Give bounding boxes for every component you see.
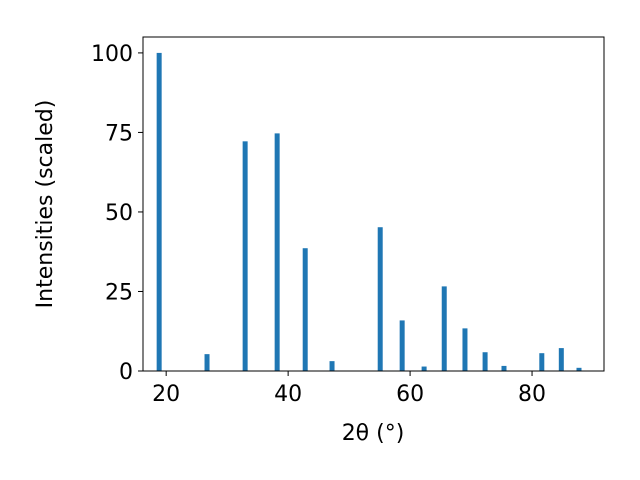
y-tick-label: 100 bbox=[91, 42, 133, 67]
bar bbox=[377, 227, 383, 371]
bar bbox=[399, 320, 405, 371]
y-tick-label: 50 bbox=[105, 201, 133, 226]
x-tick-label: 20 bbox=[152, 382, 180, 407]
y-tick-label: 75 bbox=[105, 121, 133, 146]
bar bbox=[576, 367, 582, 371]
bar bbox=[156, 52, 162, 372]
x-tick-label: 80 bbox=[518, 382, 546, 407]
bar bbox=[329, 361, 335, 371]
y-tick-label: 0 bbox=[119, 360, 133, 385]
bar bbox=[242, 141, 248, 371]
bar bbox=[302, 248, 308, 371]
bar bbox=[558, 348, 564, 371]
bar bbox=[421, 366, 427, 371]
bar bbox=[462, 328, 468, 371]
plot-frame bbox=[142, 36, 605, 372]
bar bbox=[501, 365, 507, 371]
x-tick-label: 60 bbox=[396, 382, 424, 407]
y-axis-label: Intensities (scaled) bbox=[33, 100, 58, 309]
bar bbox=[482, 352, 488, 371]
bar bbox=[539, 353, 545, 371]
x-tick-label: 40 bbox=[274, 382, 302, 407]
bar bbox=[441, 286, 447, 371]
bar bbox=[204, 354, 210, 371]
y-tick-label: 25 bbox=[105, 280, 133, 305]
bar bbox=[274, 133, 280, 371]
x-axis-label: 2θ (°) bbox=[342, 421, 405, 446]
